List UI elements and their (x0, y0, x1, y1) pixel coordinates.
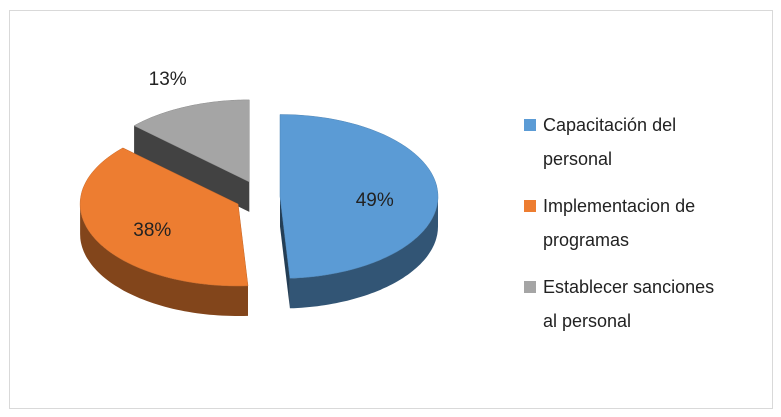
legend-swatch (524, 119, 536, 131)
legend-item: Implementacion de programas (524, 189, 724, 257)
legend-item: Capacitación del personal (524, 108, 724, 176)
legend-label: Implementacion de programas (543, 196, 696, 250)
pie-slice (79, 147, 249, 287)
slice-cut-wall (280, 196, 290, 309)
data-label: 13% (149, 69, 187, 90)
legend-swatch (524, 200, 536, 212)
slice-cut-wall (134, 125, 250, 212)
slice-side-wall (289, 196, 438, 309)
data-label: 49% (356, 190, 394, 211)
legend: Capacitación del personal Implementacion … (524, 108, 724, 351)
legend-label: Capacitación del personal (543, 115, 677, 169)
legend-swatch (524, 281, 536, 293)
pie-slice (279, 114, 439, 279)
slice-side-wall (80, 204, 248, 316)
legend-label: Establecer sanciones al personal (543, 277, 715, 331)
pie-slice (133, 99, 250, 183)
data-label: 38% (133, 220, 171, 241)
legend-item: Establecer sanciones al personal (524, 270, 724, 338)
